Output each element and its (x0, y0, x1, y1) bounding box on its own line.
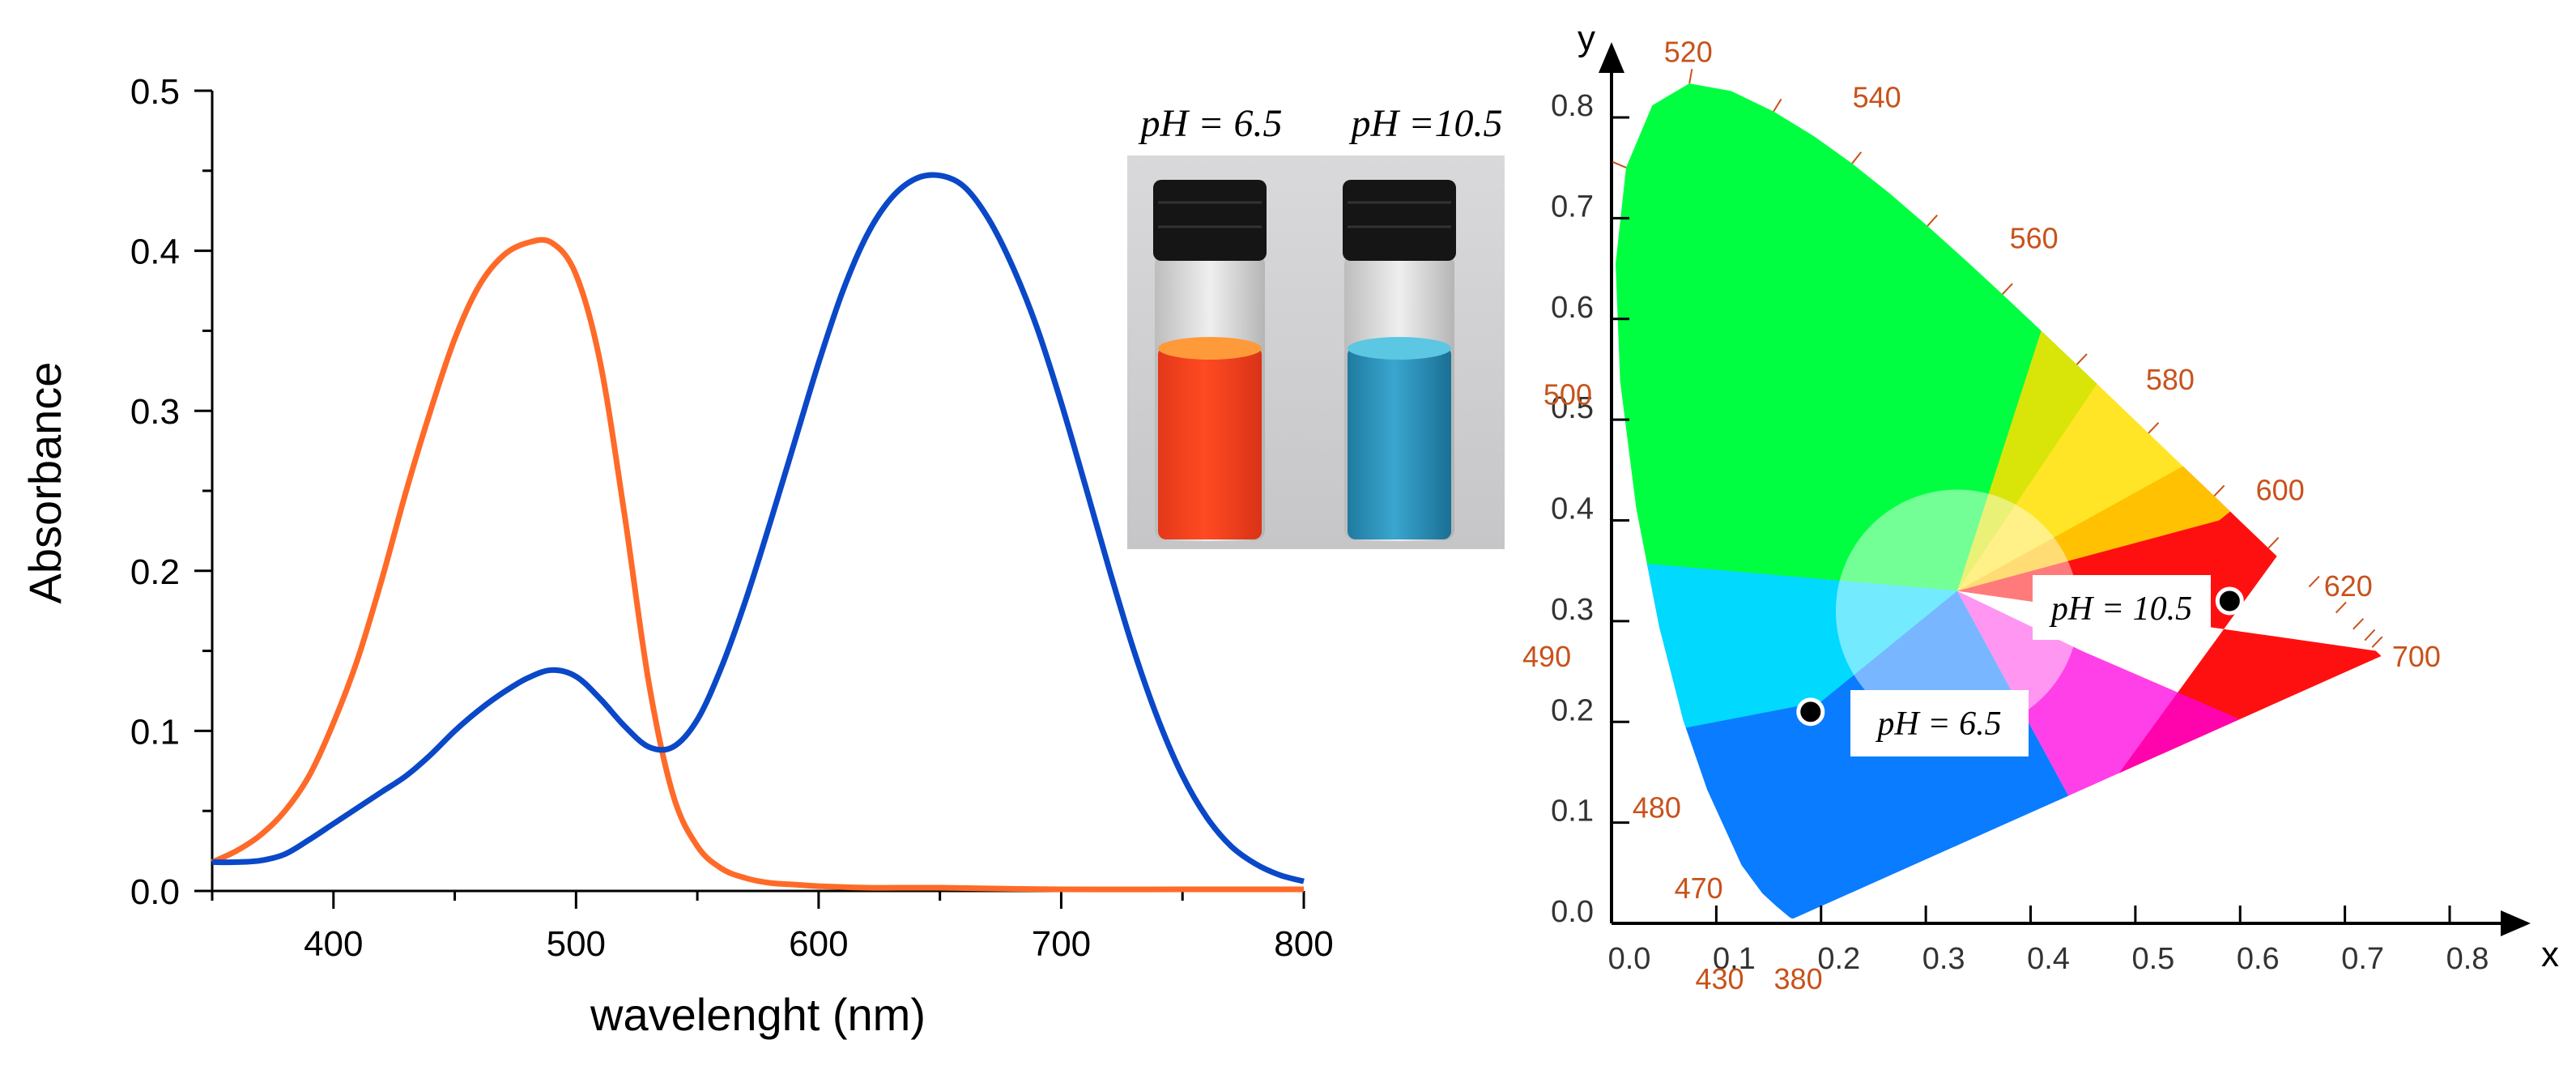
chromaticity-gamut (1616, 83, 2382, 919)
x-tick-label: 600 (789, 924, 848, 964)
y-axis-arrow (1599, 42, 1624, 73)
label-box (2033, 575, 2211, 640)
x-tick-label: 0.6 (2237, 942, 2280, 976)
vial-orange (1153, 180, 1267, 541)
cie-axes (1599, 42, 2531, 936)
y-tick-label: 0.5 (1551, 391, 1594, 425)
x-axis-arrow (2501, 910, 2531, 936)
locus-tick (1927, 214, 1938, 227)
wavelength-label: 490 (1522, 640, 1571, 673)
x-tick-label: 0.7 (2341, 942, 2384, 976)
wavelength-label: 470 (1675, 872, 1723, 905)
label-box (1850, 690, 2029, 756)
vial-cap (1343, 180, 1456, 261)
point-label-ph65: pH = 6.5 (1875, 705, 2001, 743)
y-tick-label: 0.4 (130, 232, 180, 272)
y-tick-label: 0.5 (130, 72, 180, 112)
vial-blue (1343, 180, 1456, 541)
inset-label-ph105: pH =10.5 (1348, 102, 1502, 145)
locus-tick (1612, 161, 1627, 168)
point-label-ph105: pH = 10.5 (2049, 590, 2192, 628)
y-tick-label: 0.3 (1551, 593, 1594, 627)
inset-label-ph65: pH = 6.5 (1138, 102, 1282, 145)
y-tick-label: 0.1 (1551, 795, 1594, 829)
series-line (211, 237, 1304, 893)
wavelength-label: 600 (2256, 474, 2305, 507)
y-tick-label: 0.8 (1551, 89, 1594, 123)
vial-cap (1153, 180, 1267, 261)
x-ticks: 400 500 600 700 800 (211, 891, 1334, 964)
series-line (211, 172, 1305, 884)
x-tick-label: 0.5 (2131, 942, 2174, 976)
x-tick-label: 800 (1274, 924, 1333, 964)
x-tick-label: 0.2 (1817, 942, 1860, 976)
y-tick-label: 0.4 (1551, 492, 1594, 526)
color-point (2215, 586, 2244, 616)
y-tick-label: 0.7 (1551, 190, 1594, 224)
locus-tick (1688, 69, 1693, 84)
y-axis-label: y (1578, 19, 1595, 58)
wavelength-label: 380 (1774, 962, 1823, 995)
x-tick-label: 500 (547, 924, 606, 964)
y-tick-label: 0.0 (1551, 895, 1594, 929)
y-axis-label: Absorbance (19, 362, 70, 604)
wavelength-label: 560 (2010, 222, 2059, 255)
y-tick-label: 0.0 (130, 872, 180, 912)
x-tick-label: 0.0 (1608, 942, 1651, 976)
x-tick-label: 400 (304, 924, 363, 964)
wavelength-label: 700 (2392, 640, 2441, 673)
locus-tick (1773, 98, 1782, 113)
locus-tick (2371, 636, 2383, 648)
x-tick-label: 700 (1032, 924, 1091, 964)
locus-tick (2364, 629, 2376, 641)
color-point (1796, 697, 1825, 727)
wavelength-label: 520 (1664, 36, 1713, 69)
locus-tick (2335, 601, 2347, 614)
vial-photo-inset: pH = 6.5 pH =10.5 (1127, 102, 1505, 549)
absorbance-chart: 0.0 0.1 0.2 0.3 0.4 0.5 400 500 600 700 800 wavel… (19, 72, 1505, 1040)
wavelength-label: 620 (2324, 569, 2373, 603)
locus-tick (2148, 422, 2160, 434)
y-tick-label: 0.1 (130, 712, 180, 752)
color-points: pH = 10.5 pH = 6.5 (1796, 575, 2244, 756)
wavelength-labels: 520 540 560 580 600 620 700 500 490 480 470 430 380 (1522, 36, 2441, 995)
wavelength-label: 500 (1543, 377, 1592, 411)
locus-tick (1851, 151, 1863, 164)
x-tick-label: 0.4 (2027, 942, 2070, 976)
cie-diagram: 0.0 0.1 0.2 0.3 0.4 0.5 0.6 0.7 0.8 0.0 0.1 0.2 0.3 0… (1522, 19, 2559, 995)
y-tick-label: 0.2 (130, 552, 180, 592)
locus-tick (2352, 618, 2365, 630)
cie-ticks: 0.0 0.1 0.2 0.3 0.4 0.5 0.6 0.7 0.8 0.0 0.1 0.2 0.3 0… (1551, 89, 2489, 976)
locus-tick (2308, 575, 2320, 588)
locus-tick (2267, 537, 2280, 549)
wavelength-label: 580 (2146, 363, 2195, 396)
y-tick-label: 0.6 (1551, 291, 1594, 325)
x-axis-label: wavelenght (nm) (590, 989, 926, 1040)
y-tick-label: 0.3 (130, 392, 180, 432)
wavelength-label: 540 (1853, 81, 1901, 114)
locus-tick (2001, 283, 2013, 295)
x-axis-label: x (2541, 935, 2559, 974)
wavelength-label: 480 (1633, 791, 1681, 824)
y-ticks: 0.0 0.1 0.2 0.3 0.4 0.5 (130, 72, 212, 912)
wavelength-label: 430 (1696, 962, 1744, 995)
locus-tick (2213, 484, 2225, 497)
x-tick-label: 0.1 (1713, 942, 1756, 976)
locus-tick (2076, 353, 2088, 365)
y-tick-label: 0.2 (1551, 693, 1594, 727)
x-tick-label: 0.8 (2446, 942, 2489, 976)
series-lines (211, 172, 1305, 893)
x-tick-label: 0.3 (1922, 942, 1965, 976)
